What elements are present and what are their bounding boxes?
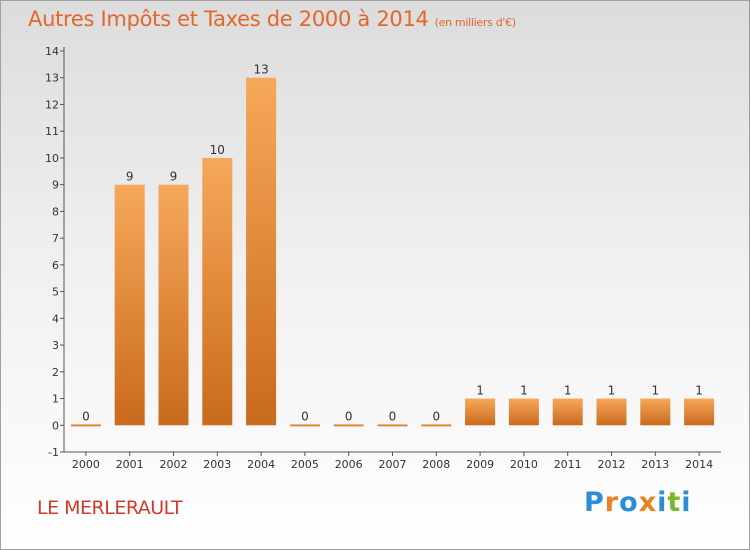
bar bbox=[421, 424, 452, 427]
bar bbox=[465, 398, 496, 426]
bar-value-label: 1 bbox=[651, 384, 659, 398]
y-tick-label: 6 bbox=[52, 259, 59, 272]
x-tick-label: 2010 bbox=[510, 458, 538, 471]
bar bbox=[158, 184, 189, 426]
bar bbox=[246, 77, 277, 426]
logo-letter: i bbox=[657, 487, 668, 518]
chart-title: Autres Impôts et Taxes de 2000 à 2014 (en… bbox=[28, 7, 516, 31]
bar-value-label: 10 bbox=[210, 143, 225, 157]
logo-letter: P bbox=[584, 487, 605, 518]
logo-letter: x bbox=[638, 487, 658, 518]
y-tick-label: 4 bbox=[52, 312, 59, 325]
x-tick-label: 2007 bbox=[379, 458, 407, 471]
x-tick-label: 2014 bbox=[685, 458, 713, 471]
x-tick-label: 2003 bbox=[203, 458, 231, 471]
commune-name: LE MERLERAULT bbox=[37, 497, 183, 519]
y-tick-label: 2 bbox=[52, 366, 59, 379]
bar-value-label: 9 bbox=[170, 170, 178, 184]
bar bbox=[552, 398, 583, 426]
bar-value-label: 0 bbox=[432, 409, 440, 423]
bar-value-label: 9 bbox=[126, 170, 134, 184]
bar-value-label: 1 bbox=[695, 384, 703, 398]
x-tick-label: 2004 bbox=[247, 458, 275, 471]
x-tick-label: 2000 bbox=[72, 458, 100, 471]
bar-value-label: 0 bbox=[389, 409, 397, 423]
x-tick-label: 2011 bbox=[554, 458, 582, 471]
y-tick-label: 5 bbox=[52, 286, 59, 299]
proxiti-logo: Proxiti bbox=[584, 487, 692, 518]
y-tick-label: 13 bbox=[45, 72, 59, 85]
y-tick-label: 12 bbox=[45, 98, 59, 111]
y-tick-label: 10 bbox=[45, 152, 59, 165]
y-tick-label: 8 bbox=[52, 205, 59, 218]
bar-value-label: 0 bbox=[301, 409, 309, 423]
bar bbox=[333, 424, 364, 427]
bar-value-label: 0 bbox=[82, 409, 90, 423]
x-tick-label: 2001 bbox=[116, 458, 144, 471]
logo-letter: r bbox=[604, 487, 620, 518]
bar-value-label: 1 bbox=[564, 384, 572, 398]
y-tick-label: -1 bbox=[48, 446, 59, 459]
y-tick-label: 14 bbox=[45, 45, 59, 58]
bar-value-label: 1 bbox=[608, 384, 616, 398]
bar-value-label: 1 bbox=[476, 384, 484, 398]
y-tick-label: 11 bbox=[45, 125, 59, 138]
bar bbox=[684, 398, 715, 426]
bar bbox=[114, 184, 145, 426]
y-tick-label: 9 bbox=[52, 179, 59, 192]
x-tick-label: 2008 bbox=[422, 458, 450, 471]
bar-value-label: 13 bbox=[253, 63, 268, 77]
bar-value-label: 0 bbox=[345, 409, 353, 423]
y-tick-label: 7 bbox=[52, 232, 59, 245]
bar bbox=[508, 398, 539, 426]
chart-title-text: Autres Impôts et Taxes de 2000 à 2014 bbox=[28, 7, 429, 31]
x-tick-label: 2005 bbox=[291, 458, 319, 471]
x-tick-label: 2009 bbox=[466, 458, 494, 471]
x-tick-label: 2012 bbox=[598, 458, 626, 471]
x-tick-label: 2013 bbox=[641, 458, 669, 471]
bar-value-label: 1 bbox=[520, 384, 528, 398]
bar bbox=[640, 398, 671, 426]
bar bbox=[70, 424, 101, 427]
bar bbox=[202, 157, 233, 426]
x-tick-label: 2006 bbox=[335, 458, 363, 471]
logo-letter: i bbox=[681, 487, 692, 518]
y-tick-label: 0 bbox=[52, 419, 59, 432]
y-tick-label: 1 bbox=[52, 393, 59, 406]
bar bbox=[289, 424, 320, 427]
x-tick-label: 2002 bbox=[160, 458, 188, 471]
y-tick-label: 3 bbox=[52, 339, 59, 352]
bar bbox=[377, 424, 408, 427]
chart-subtitle: (en milliers d'€) bbox=[434, 16, 516, 29]
logo-letter: t bbox=[667, 487, 682, 518]
bar bbox=[596, 398, 627, 426]
logo-letter: o bbox=[619, 487, 639, 518]
